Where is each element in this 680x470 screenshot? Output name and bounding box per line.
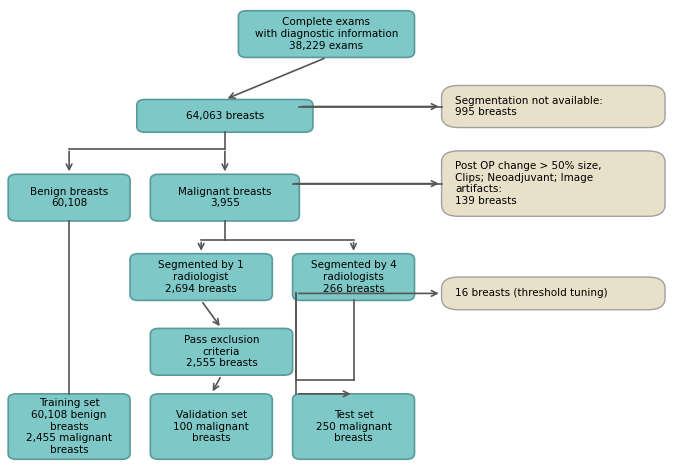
Text: Test set
250 malignant
breasts: Test set 250 malignant breasts xyxy=(316,410,392,443)
Text: Benign breasts
60,108: Benign breasts 60,108 xyxy=(30,187,108,208)
FancyBboxPatch shape xyxy=(239,11,415,57)
FancyBboxPatch shape xyxy=(150,174,299,221)
FancyBboxPatch shape xyxy=(441,86,665,127)
FancyBboxPatch shape xyxy=(292,394,415,459)
Text: Malignant breasts
3,955: Malignant breasts 3,955 xyxy=(178,187,271,208)
FancyBboxPatch shape xyxy=(8,174,130,221)
FancyBboxPatch shape xyxy=(441,151,665,216)
Text: Training set
60,108 benign
breasts
2,455 malignant
breasts: Training set 60,108 benign breasts 2,455… xyxy=(26,399,112,455)
FancyBboxPatch shape xyxy=(150,329,292,375)
FancyBboxPatch shape xyxy=(137,100,313,132)
Text: Segmentation not available:
995 breasts: Segmentation not available: 995 breasts xyxy=(455,96,603,118)
Text: Segmented by 1
radiologist
2,694 breasts: Segmented by 1 radiologist 2,694 breasts xyxy=(158,260,244,294)
Text: Pass exclusion
criteria
2,555 breasts: Pass exclusion criteria 2,555 breasts xyxy=(184,335,259,368)
FancyBboxPatch shape xyxy=(150,394,272,459)
Text: Segmented by 4
radiologists
266 breasts: Segmented by 4 radiologists 266 breasts xyxy=(311,260,396,294)
FancyBboxPatch shape xyxy=(441,277,665,310)
Text: Validation set
100 malignant
breasts: Validation set 100 malignant breasts xyxy=(173,410,249,443)
Text: Post OP change > 50% size,
Clips; Neoadjuvant; Image
artifacts:
139 breasts: Post OP change > 50% size, Clips; Neoadj… xyxy=(455,161,602,206)
FancyBboxPatch shape xyxy=(292,254,415,300)
Text: Complete exams
with diagnostic information
38,229 exams: Complete exams with diagnostic informati… xyxy=(255,17,398,51)
FancyBboxPatch shape xyxy=(130,254,272,300)
Text: 16 breasts (threshold tuning): 16 breasts (threshold tuning) xyxy=(455,289,608,298)
FancyBboxPatch shape xyxy=(8,394,130,459)
Text: 64,063 breasts: 64,063 breasts xyxy=(186,111,264,121)
